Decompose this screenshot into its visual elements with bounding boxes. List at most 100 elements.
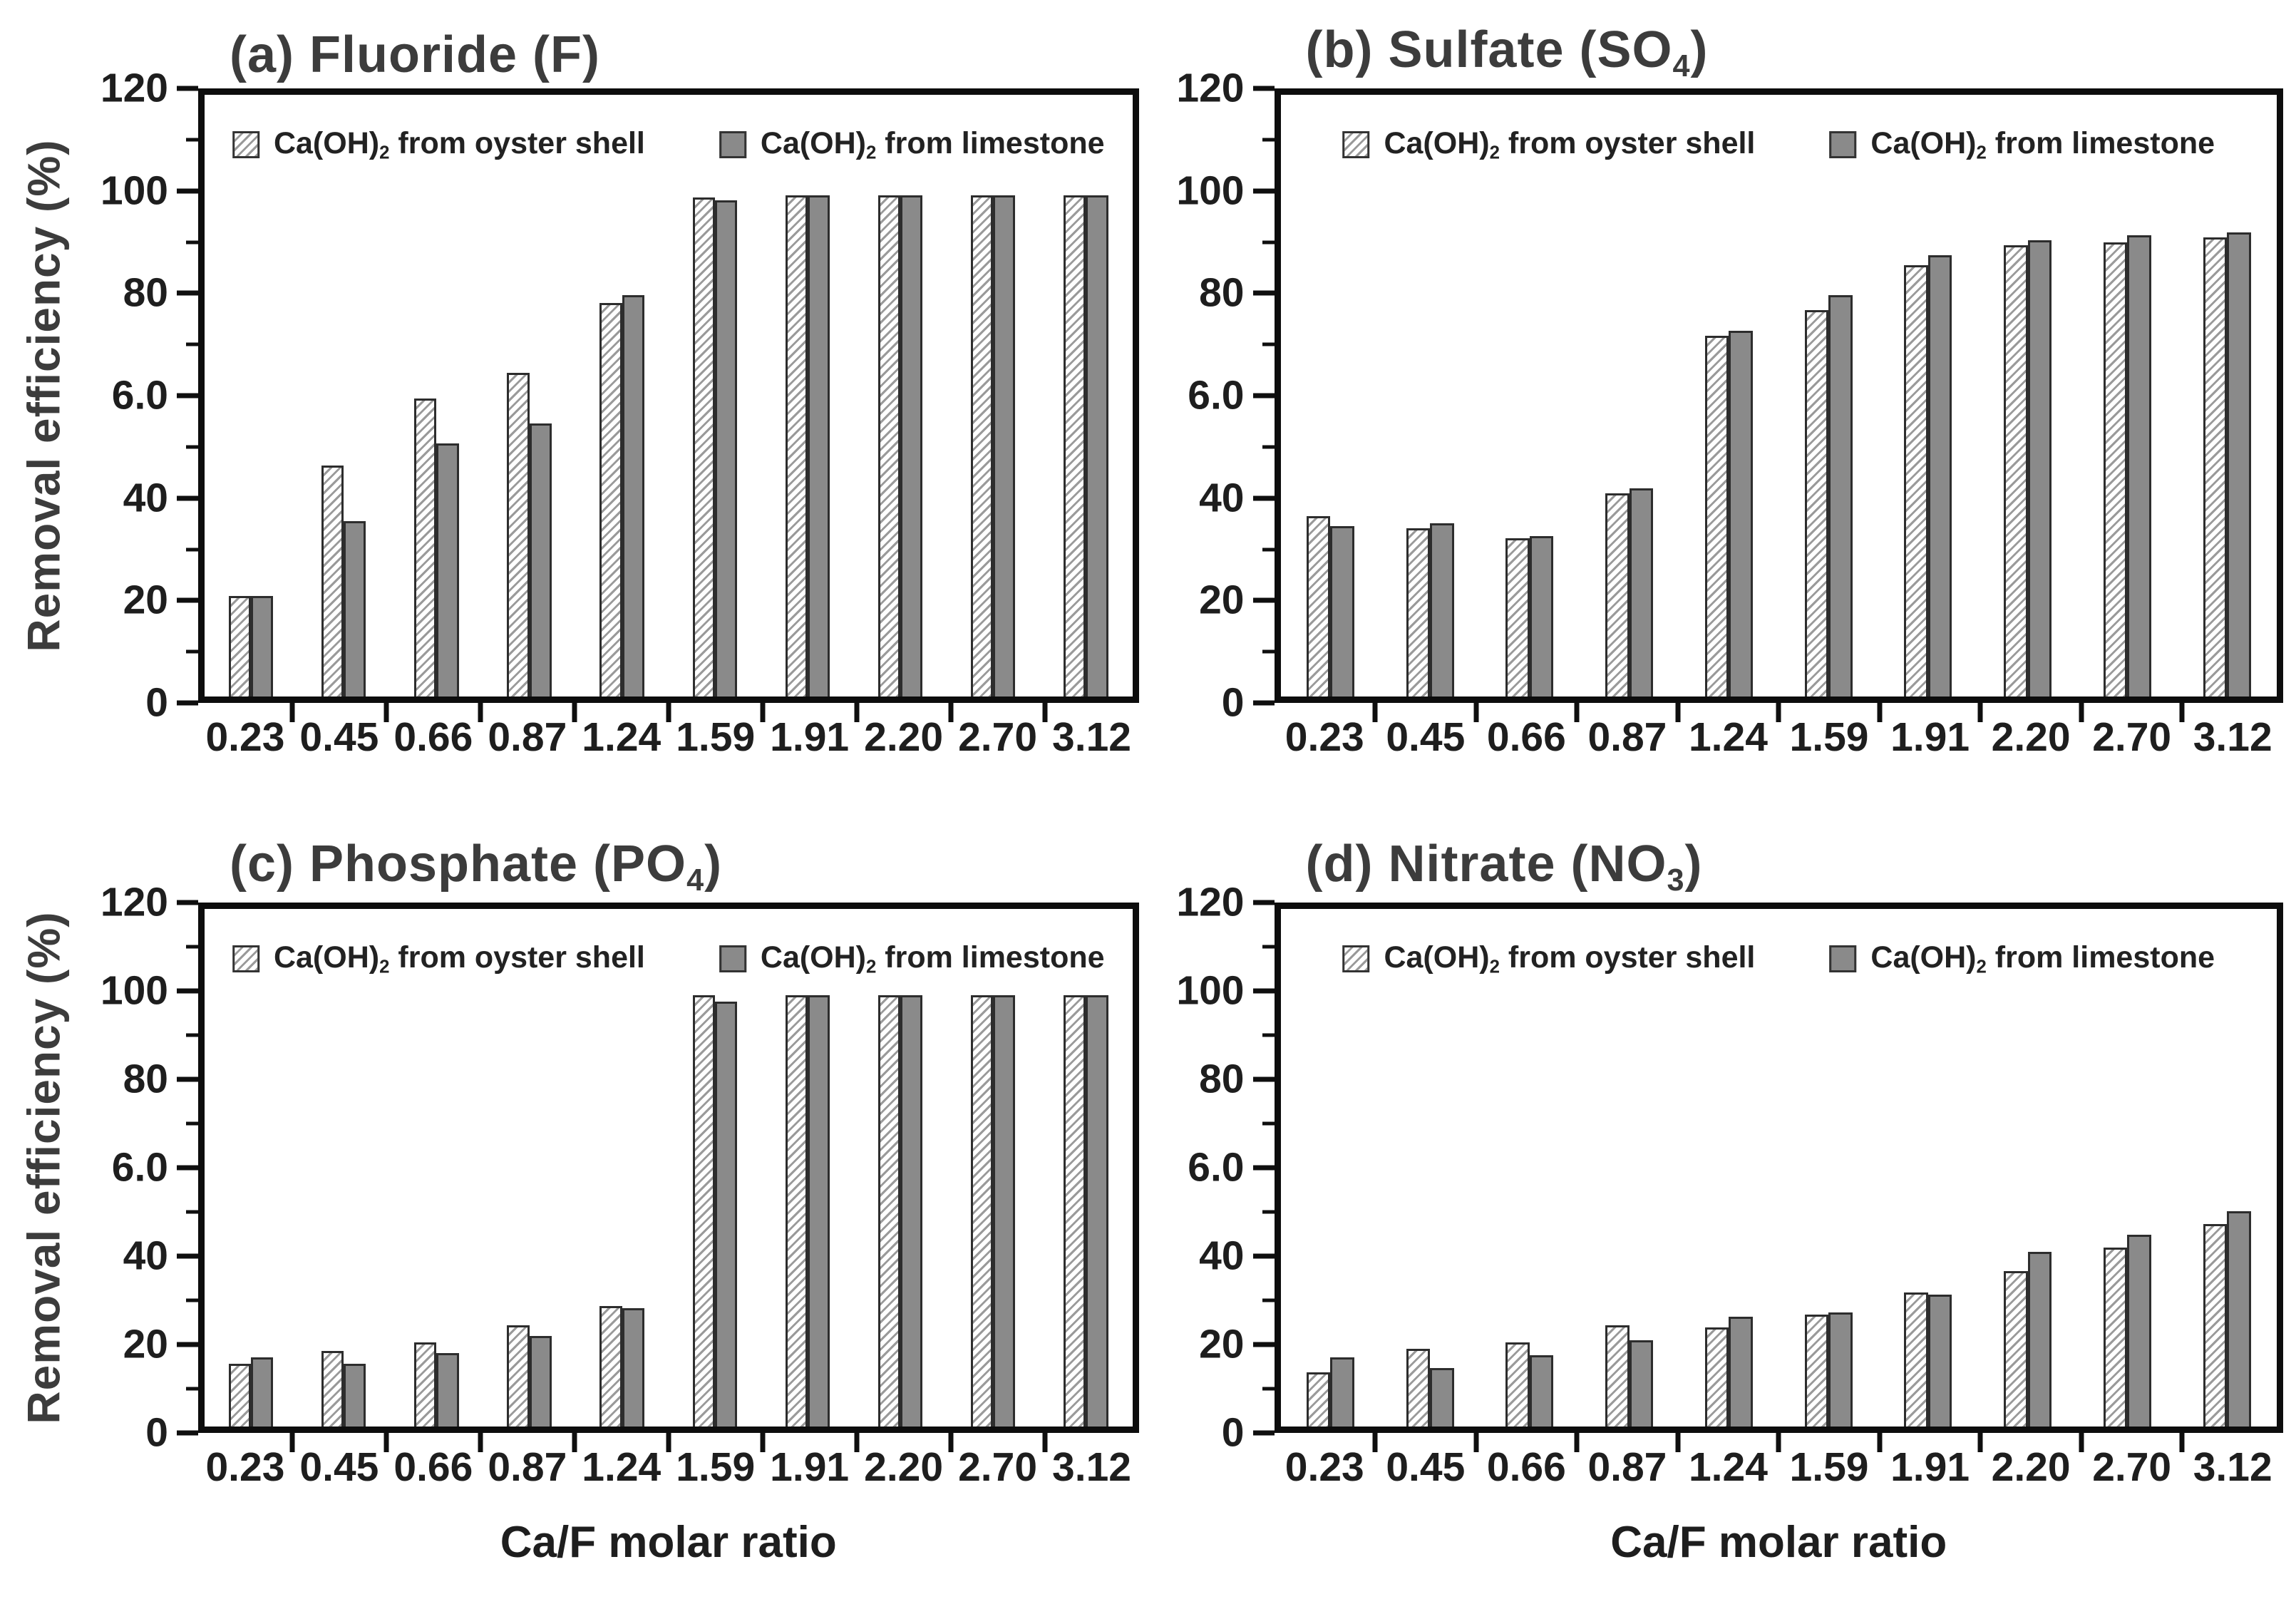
bar-oyster-2.70 — [971, 995, 994, 1427]
bar-group-1.24 — [1679, 909, 1779, 1427]
bar-oyster-0.45 — [321, 466, 344, 697]
text-segment: from limestone — [1986, 126, 2215, 160]
legend: Ca(OH)2 from oyster shell Ca(OH)2 from li… — [1342, 126, 2215, 164]
y-minor-tick — [186, 1033, 198, 1037]
bar-limestone-0.45 — [1430, 1368, 1454, 1427]
panel-phosphate: (c) Phosphate (PO4) Removal efficiency (… — [10, 824, 1139, 1607]
y-minor-tick — [186, 548, 198, 551]
legend-marker-limestone — [1829, 945, 1857, 973]
bar-limestone-1.24 — [1729, 330, 1753, 697]
legend: Ca(OH)2 from oyster shell Ca(OH)2 from li… — [1342, 940, 2215, 978]
y-tick-label: 0 — [145, 1409, 168, 1456]
text-segment: Ca(OH) — [760, 940, 866, 975]
x-tick-label: 2.70 — [958, 1444, 1038, 1490]
text-segment: from oyster shell — [1499, 940, 1756, 975]
bar-limestone-1.24 — [1729, 1316, 1753, 1427]
y-major-tick — [1252, 1076, 1275, 1082]
y-tick-label: 40 — [1199, 475, 1245, 521]
x-tick — [1574, 1433, 1580, 1452]
text-segment: from limestone — [1986, 940, 2215, 975]
bar-oyster-1.91 — [785, 195, 808, 697]
y-tick-label: 0 — [1221, 1409, 1245, 1456]
x-tick-label: 0.23 — [205, 1444, 285, 1490]
y-minor-tick — [1262, 1033, 1275, 1037]
y-axis: 0 20 40 6.0 80 100 120 — [78, 68, 198, 723]
y-major-tick — [177, 988, 198, 994]
spacer — [78, 703, 198, 769]
bar-limestone-0.45 — [344, 520, 366, 697]
x-tick-label: 2.70 — [958, 714, 1038, 760]
x-tick-label: 0.23 — [1285, 714, 1364, 760]
y-axis-title: Removal efficiency (%) — [19, 139, 70, 652]
x-tick-label: 3.12 — [2193, 714, 2272, 760]
x-tick-label: 1.59 — [1789, 714, 1869, 760]
y-tick-label: 120 — [100, 879, 168, 925]
bar-limestone-0.23 — [251, 1357, 274, 1427]
y-tick-label: 6.0 — [1188, 1144, 1245, 1191]
legend-label-oyster: Ca(OH)2 from oyster shell — [1384, 940, 1755, 978]
x-tick — [2179, 1433, 2185, 1452]
bar-limestone-0.66 — [1529, 535, 1554, 697]
legend-marker-limestone — [1829, 131, 1857, 159]
legend-marker-oyster — [232, 945, 259, 973]
y-tick-label: 100 — [100, 967, 168, 1014]
y-tick-label: 20 — [123, 1321, 168, 1367]
bar-group-0.23 — [205, 95, 297, 697]
bar-oyster-2.70 — [2103, 1247, 2128, 1427]
x-tick-label: 0.66 — [393, 714, 473, 760]
subscript: 2 — [379, 143, 390, 163]
bar-limestone-3.12 — [2227, 232, 2251, 697]
x-tick — [1776, 1433, 1781, 1452]
y-axis-title-cell: Removal efficiency (%) — [10, 903, 78, 1433]
bar-limestone-1.59 — [1828, 295, 1853, 697]
bar-oyster-0.23 — [228, 1364, 252, 1427]
bar-limestone-0.66 — [1529, 1355, 1554, 1427]
y-major-tick — [1252, 700, 1275, 706]
y-tick-label: 80 — [1199, 1056, 1245, 1102]
bar-oyster-1.24 — [599, 302, 622, 697]
y-tick-label: 20 — [1199, 1321, 1245, 1367]
x-axis: 0.23 0.45 0.66 0.87 1.24 1.59 1.91 2.20 2.70 3.12 — [198, 703, 1139, 769]
y-tick-label: 6.0 — [111, 1144, 168, 1191]
bar-group-3.12 — [2177, 909, 2277, 1427]
y-minor-tick — [186, 1121, 198, 1126]
x-tick — [854, 1433, 860, 1452]
x-tick-label: 2.20 — [1991, 1444, 2071, 1490]
y-major-tick — [1252, 1165, 1275, 1171]
legend-label-limestone: Ca(OH)2 from limestone — [761, 126, 1105, 164]
bar-group-1.59 — [1778, 95, 1878, 697]
subscript: 2 — [1976, 957, 1987, 977]
legend-item-oyster: Ca(OH)2 from oyster shell — [232, 126, 645, 164]
y-major-tick — [177, 290, 198, 296]
y-tick-label: 80 — [123, 269, 168, 316]
y-minor-tick — [1262, 1387, 1275, 1391]
bar-limestone-3.12 — [1086, 195, 1108, 697]
x-tick-label: 0.45 — [1386, 714, 1466, 760]
bar-limestone-0.23 — [1330, 1357, 1354, 1427]
y-major-tick — [1252, 900, 1275, 905]
x-tick — [1675, 703, 1681, 722]
bar-group-0.87 — [1580, 95, 1679, 697]
bar-limestone-0.66 — [436, 1353, 459, 1427]
bar-group-0.23 — [1281, 95, 1381, 697]
bar-limestone-0.87 — [529, 1335, 552, 1427]
legend-marker-oyster — [232, 131, 259, 159]
bar-limestone-0.87 — [1629, 488, 1654, 697]
x-tick — [383, 703, 389, 722]
x-tick — [854, 703, 860, 722]
x-tick — [1574, 703, 1580, 722]
y-minor-tick — [1262, 1210, 1275, 1214]
spacer — [78, 1433, 198, 1499]
subscript: 4 — [1672, 49, 1691, 83]
bar-limestone-0.45 — [1430, 523, 1454, 697]
bar-limestone-2.70 — [993, 995, 1016, 1427]
panel-body: 0 20 40 6.0 80 100 120 Ca(OH)2 from oyster she… — [1155, 68, 2283, 723]
legend-item-oyster: Ca(OH)2 from oyster shell — [1342, 940, 1755, 978]
x-tick-label: 1.24 — [582, 714, 661, 760]
bar-limestone-3.12 — [2227, 1210, 2251, 1427]
y-minor-tick — [186, 138, 198, 142]
text-segment: ) — [1684, 836, 1703, 893]
bar-limestone-0.45 — [344, 1364, 366, 1427]
y-minor-tick — [186, 1210, 198, 1214]
bar-limestone-1.59 — [714, 1002, 738, 1427]
